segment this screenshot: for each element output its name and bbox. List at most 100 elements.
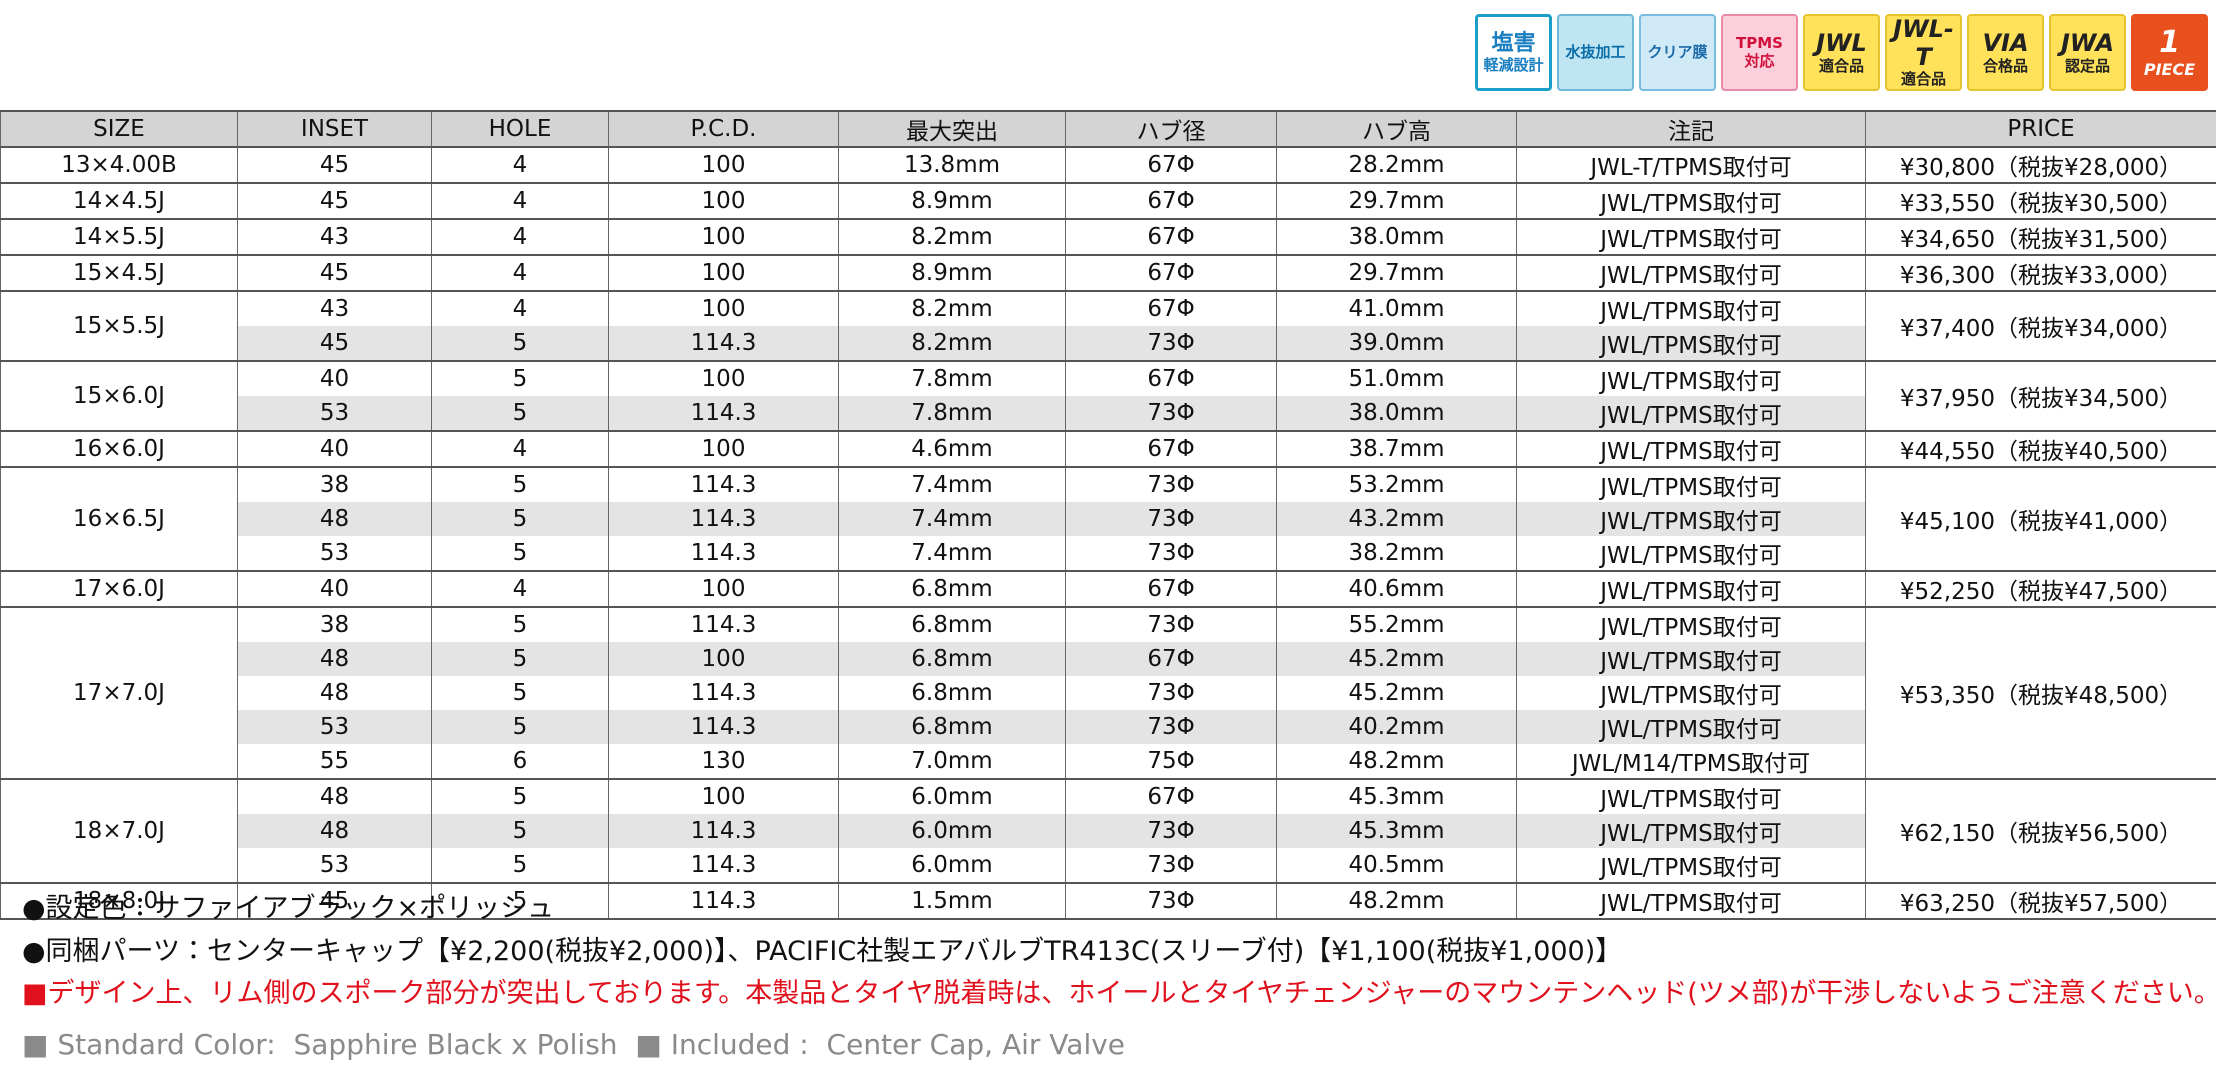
inset-cell: 38	[237, 466, 432, 502]
badge-text: 適合品	[1818, 56, 1864, 75]
hub-diameter-cell: 67Φ	[1065, 570, 1277, 608]
hub-diameter-cell: 73Φ	[1065, 882, 1277, 920]
inset-cell: 48	[237, 778, 432, 814]
badge-text: VIA	[1982, 29, 2029, 58]
note: ●設定色：サファイアブラック×ポリッシュ	[22, 893, 555, 924]
max-offset-cell: 8.2mm	[838, 218, 1066, 256]
pcd-cell: 100	[608, 218, 839, 256]
hub-height-cell: 29.7mm	[1276, 254, 1517, 292]
size-cell: 18×8.0J	[0, 882, 238, 920]
pcd-cell: 114.3	[608, 882, 839, 920]
max-offset-cell: 8.9mm	[838, 182, 1066, 220]
column-header: ハブ径	[1065, 110, 1277, 148]
inset-cell: 48	[237, 676, 432, 710]
hole-cell: 5	[431, 466, 609, 502]
badge: JWA 認定品	[2049, 14, 2126, 91]
column-header: INSET	[237, 110, 432, 148]
max-offset-cell: 8.2mm	[838, 326, 1066, 362]
inset-cell: 55	[237, 744, 432, 780]
max-offset-cell: 8.2mm	[838, 290, 1066, 326]
pcd-cell: 114.3	[608, 848, 839, 884]
table-row: 55 6 130 7.0mm 75Φ 48.2mm JWL/M14/TPMS取付可	[1, 744, 2216, 780]
hole-cell: 4	[431, 430, 609, 468]
note-cell: JWL/TPMS取付可	[1516, 882, 1866, 920]
header-row: SIZE INSET HOLE P.C.D. 最大突出 ハブ径 ハブ高 注記 PRICE	[0, 110, 2216, 148]
pcd-cell: 100	[608, 430, 839, 468]
badge: JWL 適合品	[1803, 14, 1880, 91]
price-cell: ¥45,100（税抜¥41,000）	[1865, 466, 2216, 571]
hub-diameter-cell: 73Φ	[1065, 536, 1277, 572]
hub-height-cell: 45.3mm	[1276, 778, 1517, 814]
hub-height-cell: 51.0mm	[1276, 360, 1517, 396]
hole-cell: 5	[431, 536, 609, 572]
hub-diameter-cell: 75Φ	[1065, 744, 1277, 780]
note-cell: JWL/TPMS取付可	[1516, 778, 1866, 814]
hub-diameter-cell: 67Φ	[1065, 146, 1277, 184]
table-body: 13×4.00B 45 4 100 13.8mm 67Φ 28.2mm JWL-T/TPMS取…	[0, 146, 2216, 920]
inset-cell: 45	[237, 254, 432, 292]
max-offset-cell: 7.8mm	[838, 360, 1066, 396]
badge: 塩害 軽減設計	[1475, 14, 1552, 91]
table-row: 53 5 114.3 7.4mm 73Φ 38.2mm JWL/TPMS取付可	[1, 536, 2216, 572]
max-offset-cell: 6.0mm	[838, 814, 1066, 848]
size-cell: 15×4.5J	[0, 254, 238, 292]
hub-diameter-cell: 73Φ	[1065, 710, 1277, 744]
hole-cell: 5	[431, 326, 609, 362]
max-offset-cell: 7.4mm	[838, 502, 1066, 536]
table-row: 53 5 114.3 6.0mm 73Φ 40.5mm JWL/TPMS取付可	[1, 848, 2216, 884]
badge: JWL-T 適合品	[1885, 14, 1962, 91]
hub-height-cell: 40.2mm	[1276, 710, 1517, 744]
max-offset-cell: 6.8mm	[838, 710, 1066, 744]
size-cell: 17×7.0J	[0, 606, 238, 779]
spec-table: SIZE INSET HOLE P.C.D. 最大突出 ハブ径 ハブ高 注記 PRICE 13×…	[0, 110, 2216, 920]
column-header: 注記	[1516, 110, 1866, 148]
pcd-cell: 114.3	[608, 676, 839, 710]
hub-diameter-cell: 73Φ	[1065, 848, 1277, 884]
hub-diameter-cell: 73Φ	[1065, 606, 1277, 642]
hub-height-cell: 38.0mm	[1276, 218, 1517, 256]
price-cell: ¥36,300（税抜¥33,000）	[1865, 254, 2216, 292]
inset-cell: 43	[237, 290, 432, 326]
hub-diameter-cell: 73Φ	[1065, 502, 1277, 536]
price-cell: ¥33,550（税抜¥30,500）	[1865, 182, 2216, 220]
hub-diameter-cell: 67Φ	[1065, 290, 1277, 326]
badge: 水抜加工	[1557, 14, 1634, 91]
note-cell: JWL/TPMS取付可	[1516, 430, 1866, 468]
badge-text: JWL-T	[1893, 15, 1954, 71]
hub-height-cell: 38.7mm	[1276, 430, 1517, 468]
note-cell: JWL/TPMS取付可	[1516, 606, 1866, 642]
hole-cell: 5	[431, 848, 609, 884]
pcd-cell: 100	[608, 642, 839, 676]
hole-cell: 4	[431, 254, 609, 292]
table-row: 15×4.5J 45 4 100 8.9mm 67Φ 29.7mm JWL/TPMS取付可 ¥3…	[0, 254, 2216, 292]
size-cell: 14×5.5J	[0, 218, 238, 256]
note-cell: JWL/TPMS取付可	[1516, 536, 1866, 572]
max-offset-cell: 1.5mm	[838, 882, 1066, 920]
pcd-cell: 100	[608, 290, 839, 326]
table-row: 18×7.0J 48 5 100 6.0mm 67Φ 45.3mm JWL/TPMS取付可 ¥6…	[0, 778, 2216, 883]
badge-text: 合格品	[1982, 56, 2028, 75]
max-offset-cell: 6.0mm	[838, 778, 1066, 814]
inset-cell: 38	[237, 606, 432, 642]
note-cell: JWL/TPMS取付可	[1516, 710, 1866, 744]
inset-cell: 53	[237, 536, 432, 572]
table-row: 15×5.5J 43 4 100 8.2mm 67Φ 41.0mm JWL/TPMS取付可 ¥3…	[0, 290, 2216, 361]
inset-cell: 45	[237, 182, 432, 220]
note-cell: JWL-T/TPMS取付可	[1516, 146, 1866, 184]
table-row: 48 5 100 6.8mm 67Φ 45.2mm JWL/TPMS取付可	[1, 642, 2216, 676]
table-row: 16×6.5J 38 5 114.3 7.4mm 73Φ 53.2mm JWL/TPMS取付可…	[0, 466, 2216, 571]
hole-cell: 5	[431, 814, 609, 848]
price-cell: ¥53,350（税抜¥48,500）	[1865, 606, 2216, 779]
max-offset-cell: 6.0mm	[838, 848, 1066, 884]
pcd-cell: 100	[608, 570, 839, 608]
table-row: 18×8.0J 45 5 114.3 1.5mm 73Φ 48.2mm JWL/TPMS取付可…	[0, 882, 2216, 920]
hub-diameter-cell: 67Φ	[1065, 430, 1277, 468]
hole-cell: 5	[431, 882, 609, 920]
pcd-cell: 114.3	[608, 536, 839, 572]
hub-height-cell: 28.2mm	[1276, 146, 1517, 184]
pcd-cell: 130	[608, 744, 839, 780]
inset-cell: 40	[237, 430, 432, 468]
hole-cell: 5	[431, 778, 609, 814]
note-cell: JWL/TPMS取付可	[1516, 570, 1866, 608]
